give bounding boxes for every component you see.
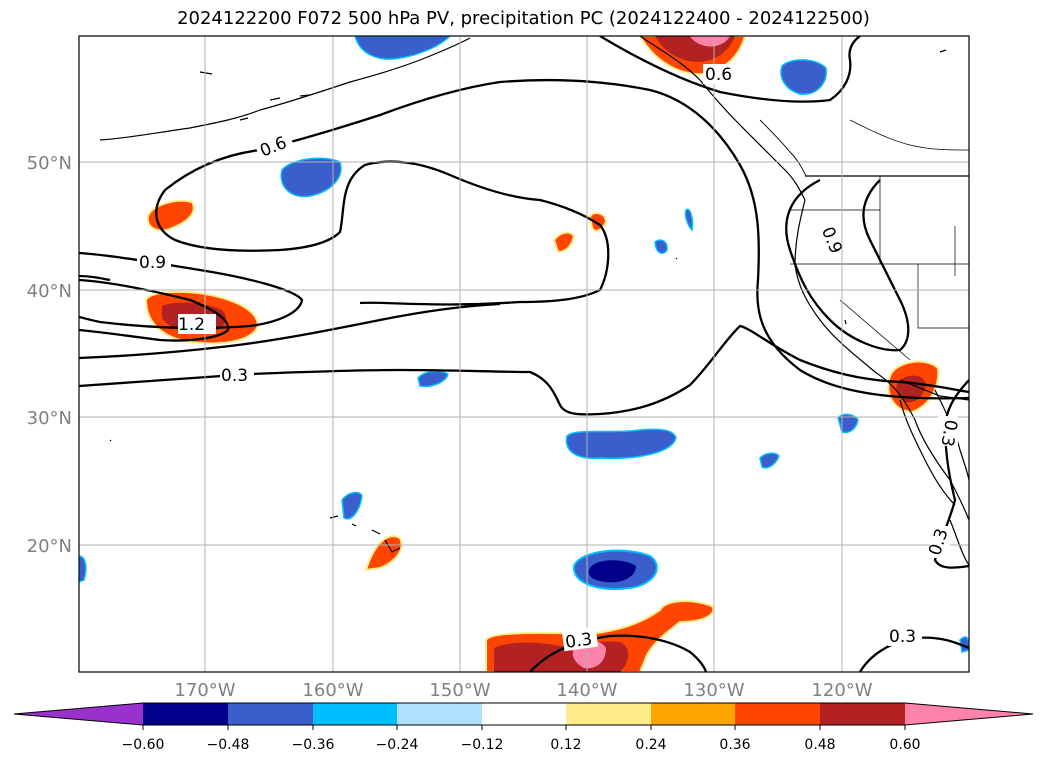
precip-neg-small-e bbox=[654, 239, 668, 255]
colorbar-bin bbox=[313, 703, 397, 725]
colorbar-tick-label: 0.36 bbox=[719, 737, 750, 753]
contour-0.3-east bbox=[933, 379, 969, 569]
colorbar-tick-label: 0.60 bbox=[889, 737, 920, 753]
lat-label-30: 30°N bbox=[27, 408, 72, 429]
precip-pos-alaska-pink bbox=[690, 36, 730, 47]
colorbar-bin bbox=[820, 703, 905, 725]
contour-0.3-west-b bbox=[79, 302, 501, 360]
map-title: 2024122200 F072 500 hPa PV, precipitatio… bbox=[177, 8, 870, 29]
coast-canada-inland bbox=[849, 119, 969, 151]
precip-neg-strong-inner bbox=[588, 560, 636, 583]
precip-neg-alaska bbox=[780, 59, 827, 95]
lon-label-130: 130°W bbox=[683, 680, 744, 701]
precip-neg-aleutian bbox=[354, 36, 452, 60]
contour-label-0.3-b: 0.3 bbox=[936, 418, 960, 448]
colorbar-bin bbox=[228, 703, 313, 725]
island-dot bbox=[109, 257, 847, 442]
contour-label-0.3-a: 0.3 bbox=[221, 366, 248, 386]
contour-labels: 0.6 0.9 1.2 0.3 0.6 0.9 0.3 0.3 0.3 0.3 bbox=[137, 64, 961, 653]
gridlines bbox=[79, 36, 969, 672]
lon-label-160: 160°W bbox=[302, 680, 363, 701]
map-frame bbox=[78, 35, 970, 673]
coast-bc bbox=[759, 119, 807, 177]
contour-0.6-large bbox=[164, 78, 969, 400]
precip-neg-small-c bbox=[837, 413, 859, 434]
lat-labels: 50°N 40°N 30°N 20°N bbox=[27, 153, 72, 557]
contour-label-0.9-a: 0.9 bbox=[139, 253, 166, 273]
contour-label-1.2: 1.2 bbox=[178, 315, 205, 335]
colorbar-tick-label: 0.48 bbox=[804, 737, 835, 753]
precip-pos-south-dark bbox=[496, 645, 513, 660]
colorbar-tick-label: −0.24 bbox=[376, 737, 419, 753]
map-area bbox=[79, 36, 969, 672]
colorbar-ticks bbox=[142, 725, 906, 730]
island-hawaii bbox=[329, 515, 401, 553]
lat-label-50: 50°N bbox=[27, 153, 72, 174]
contour-0.6-alaska bbox=[599, 36, 861, 103]
contour-label-0.3-d: 0.3 bbox=[564, 629, 594, 653]
precip-neg-small-b bbox=[759, 452, 780, 469]
coast-mexico bbox=[949, 519, 969, 566]
coast-aleutians bbox=[99, 37, 471, 141]
colorbar-bin bbox=[651, 703, 735, 725]
contour-0.3-main bbox=[79, 324, 969, 416]
coast-alaska-se bbox=[639, 36, 806, 201]
precip-pos-south-mid bbox=[494, 641, 629, 672]
contour-label-0.6-b: 0.6 bbox=[705, 65, 732, 85]
precip-neg-small-f bbox=[684, 208, 694, 232]
colorbar-bin bbox=[735, 703, 820, 725]
colorbar-tick-label: 0.12 bbox=[550, 737, 581, 753]
colorbar-tick-label: −0.12 bbox=[461, 737, 504, 753]
contour-1.2-west bbox=[79, 278, 230, 342]
precip-neg-gulf-a bbox=[280, 157, 342, 198]
coast-islands-north bbox=[199, 49, 947, 121]
precip-pos-small-a bbox=[552, 231, 576, 254]
lon-labels: 170°W 160°W 150°W 140°W 130°W 120°W bbox=[174, 680, 872, 701]
colorbar: −0.60 −0.48 −0.36 −0.24 −0.12 0.12 0.24 … bbox=[13, 702, 1034, 753]
border-states bbox=[790, 176, 969, 361]
lon-label-140: 140°W bbox=[556, 680, 617, 701]
contour-label-0.3-e: 0.3 bbox=[889, 627, 916, 647]
colorbar-tick-label: 0.24 bbox=[635, 737, 666, 753]
colorbar-bin bbox=[397, 703, 482, 725]
precip-neg-small-a bbox=[417, 370, 449, 388]
colorbar-bin bbox=[566, 703, 651, 725]
contour-0.6-west-b bbox=[79, 274, 111, 282]
lon-label-150: 150°W bbox=[429, 680, 490, 701]
contour-0.9-east bbox=[785, 178, 910, 352]
colorbar-extend-low bbox=[14, 703, 143, 725]
precip-neg-small-d bbox=[341, 491, 363, 520]
precip-neg-central bbox=[565, 428, 677, 460]
lat-label-40: 40°N bbox=[27, 281, 72, 302]
contour-0.3-south bbox=[529, 634, 708, 672]
pv-contours bbox=[79, 36, 969, 672]
contour-0.6-return bbox=[155, 160, 610, 306]
colorbar-bin bbox=[482, 703, 566, 725]
colorbar-extend-high bbox=[905, 703, 1033, 725]
colorbar-tick-label: −0.36 bbox=[292, 737, 335, 753]
coast-gulf-calif bbox=[934, 389, 969, 481]
colorbar-bin bbox=[143, 703, 228, 725]
colorbar-tick-label: −0.48 bbox=[207, 737, 250, 753]
lon-label-120: 120°W bbox=[811, 680, 872, 701]
colorbar-tick-label: −0.60 bbox=[122, 737, 165, 753]
lat-label-20: 20°N bbox=[27, 536, 72, 557]
precip-neg-west-edge bbox=[79, 555, 87, 583]
lon-label-170: 170°W bbox=[174, 680, 235, 701]
